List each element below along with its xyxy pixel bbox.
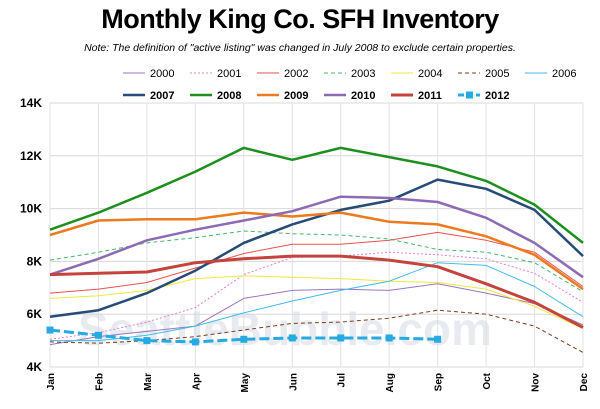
point-2012-May	[240, 335, 248, 343]
series-line-2006	[50, 262, 584, 342]
series-2009	[49, 211, 584, 291]
legend-label: 2007	[150, 90, 174, 102]
legend-label: 2008	[217, 90, 241, 102]
legend-item-2008: 2008	[190, 90, 241, 102]
grid-lines	[49, 102, 584, 368]
point-2012-Feb	[94, 331, 102, 339]
x-tick-label: Sep	[434, 373, 445, 391]
series-line-2003	[49, 230, 584, 293]
series-2006	[50, 262, 584, 342]
series-2008	[49, 146, 584, 244]
legend-label: 2002	[284, 68, 308, 80]
series-line-2012	[49, 328, 438, 344]
x-tick-label: Jul	[337, 373, 348, 388]
series-line-2010	[49, 195, 584, 279]
legend-item-2002: 2002	[257, 68, 308, 80]
legend-label: 2003	[351, 68, 375, 80]
legend-item-2007: 2007	[123, 90, 174, 102]
x-axis-ticks: Jan Feb Mar Apr May Jun Jul Aug Sep Oct Nov Dec	[46, 372, 590, 392]
x-tick-label: Dec	[579, 373, 590, 392]
series-2002	[49, 231, 584, 294]
x-tick-label: Oct	[482, 372, 493, 389]
point-2012-Jan	[46, 326, 54, 334]
point-2012-Sep	[434, 335, 442, 343]
point-2012-Jun	[288, 334, 296, 342]
legend-label: 2001	[217, 68, 241, 80]
watermark-text: SeattleBubble.com	[78, 303, 492, 355]
y-axis-ticks: 4K 6K 8K 10K 12K 14K	[20, 96, 42, 374]
series-line-2004	[49, 275, 584, 330]
series-2007	[49, 178, 584, 319]
chart-title: Monthly King Co. SFH Inventory	[101, 4, 499, 34]
series-2003	[49, 230, 584, 293]
legend-label: 2012	[485, 90, 509, 102]
x-tick-label: May	[240, 373, 251, 393]
legend-item-2000: 2000	[123, 68, 174, 80]
x-tick-label: Nov	[531, 373, 542, 392]
legend-item-2012: 2012	[458, 90, 509, 102]
series-line-2011	[49, 254, 584, 329]
series-line-2002	[49, 231, 584, 294]
series-line-2001	[49, 251, 584, 340]
series-lines	[46, 146, 584, 353]
legend-label: 2011	[418, 90, 442, 102]
legend-item-2011: 2011	[391, 90, 442, 102]
legend-item-2003: 2003	[324, 68, 375, 80]
legend-item-2001: 2001	[190, 68, 241, 80]
y-tick-label: 12K	[20, 149, 42, 163]
point-2012-Aug	[385, 334, 393, 342]
series-line-2000	[49, 283, 584, 346]
point-2012-Apr	[191, 338, 199, 346]
y-tick-label: 4K	[27, 360, 43, 374]
legend-marker	[466, 91, 473, 99]
x-tick-label: Aug	[385, 373, 396, 392]
chart-note: Note: The definition of "active listing"…	[84, 42, 516, 54]
legend: 2000 2001 2002 2003 2004 2005 2006 2007 2008 2009…	[123, 68, 576, 102]
legend-label: 2005	[485, 68, 509, 80]
x-tick-label: Jan	[46, 373, 57, 390]
legend-item-2010: 2010	[324, 90, 375, 102]
legend-label: 2009	[284, 90, 308, 102]
series-line-2009	[49, 211, 584, 291]
x-tick-label: Mar	[143, 373, 154, 391]
legend-label: 2006	[552, 68, 576, 80]
series-2012	[46, 326, 442, 346]
series-line-2007	[49, 178, 584, 319]
series-2000	[49, 283, 584, 346]
series-2004	[49, 275, 584, 330]
y-tick-label: 14K	[20, 96, 42, 110]
legend-label: 2000	[150, 68, 174, 80]
series-line-2008	[49, 146, 584, 244]
y-tick-label: 8K	[27, 254, 43, 268]
x-tick-label: Feb	[94, 373, 105, 391]
series-line-2005	[49, 309, 584, 353]
x-tick-label: Jun	[288, 373, 299, 391]
legend-label: 2010	[351, 90, 375, 102]
point-2012-Mar	[143, 337, 151, 345]
series-2005	[49, 309, 584, 353]
legend-item-2004: 2004	[391, 68, 442, 80]
series-2010	[49, 195, 584, 279]
point-2012-Jul	[337, 334, 345, 342]
legend-item-2005: 2005	[458, 68, 509, 80]
legend-item-2006: 2006	[525, 68, 576, 80]
series-2001	[49, 251, 584, 340]
legend-item-2009: 2009	[257, 90, 308, 102]
x-tick-label: Apr	[191, 373, 202, 390]
series-2011	[49, 254, 584, 329]
y-tick-label: 6K	[27, 307, 43, 321]
legend-label: 2004	[418, 68, 442, 80]
y-tick-label: 10K	[20, 202, 42, 216]
